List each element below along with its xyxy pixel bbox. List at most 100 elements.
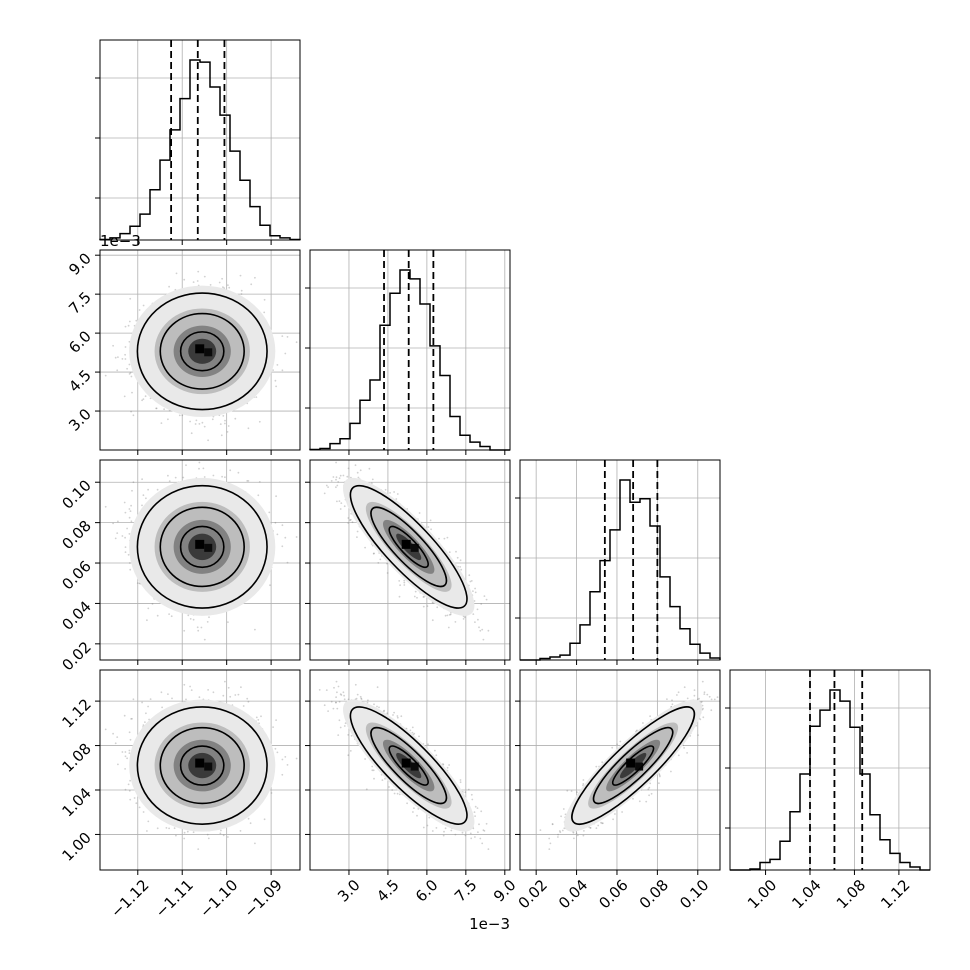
sample-point — [155, 407, 158, 410]
sample-point — [112, 344, 114, 347]
sample-point — [183, 278, 186, 281]
sample-point — [183, 629, 186, 632]
sample-point — [258, 481, 261, 483]
sample-point — [222, 286, 224, 288]
sample-point — [121, 535, 124, 537]
sample-point — [275, 385, 277, 388]
sample-point — [306, 294, 308, 296]
sample-point — [284, 352, 287, 355]
sample-point — [182, 476, 185, 479]
sample-point — [263, 311, 266, 314]
sample-point — [147, 607, 150, 610]
sample-point — [192, 281, 195, 283]
sample-point — [197, 629, 200, 632]
sample-point — [234, 417, 237, 420]
sample-point — [207, 439, 210, 442]
sample-point — [112, 522, 114, 525]
sample-point — [136, 582, 139, 584]
sample-point — [117, 520, 119, 523]
sample-point — [240, 289, 243, 292]
sample-point — [222, 415, 225, 417]
sample-point — [145, 497, 147, 500]
sample-point — [192, 618, 195, 621]
sample-point — [227, 621, 229, 623]
sample-point — [198, 461, 201, 464]
sample-point — [183, 458, 185, 460]
sample-point — [128, 373, 131, 375]
sample-point — [146, 619, 148, 622]
sample-point — [128, 533, 131, 535]
sample-point — [128, 508, 131, 510]
sample-point — [240, 293, 243, 295]
sample-point — [189, 457, 191, 459]
sample-point — [250, 283, 253, 286]
sample-point — [276, 533, 279, 536]
sample-point — [168, 613, 171, 615]
sample-point — [175, 272, 178, 275]
sample-point — [127, 553, 130, 556]
sample-point — [189, 420, 192, 423]
sample-point — [198, 423, 201, 425]
sample-point — [168, 285, 171, 288]
sample-point — [281, 335, 284, 337]
sample-point — [197, 270, 200, 273]
sample-point — [127, 324, 130, 327]
sample-point — [239, 274, 242, 277]
sample-point — [187, 425, 189, 427]
sample-point — [281, 545, 284, 548]
sample-point — [142, 494, 145, 497]
sample-point — [124, 536, 126, 539]
sample-point — [123, 501, 126, 504]
sample-point — [141, 399, 144, 402]
sample-point — [178, 414, 181, 417]
sample-point — [208, 616, 210, 619]
sample-point — [144, 395, 147, 398]
sample-point — [206, 621, 209, 623]
sample-point — [126, 527, 128, 530]
sample-point — [174, 476, 177, 479]
sample-point — [124, 346, 127, 348]
sample-point — [196, 280, 199, 282]
sample-point — [130, 504, 133, 507]
sample-point — [275, 495, 277, 498]
sample-point — [281, 524, 284, 527]
sample-point — [181, 414, 184, 417]
sample-point — [130, 410, 133, 413]
sample-point — [131, 391, 133, 394]
sample-point — [123, 395, 126, 398]
sample-point — [254, 276, 256, 279]
sample-point — [128, 320, 131, 323]
sample-point — [281, 369, 284, 372]
sample-point — [422, 596, 425, 598]
sample-point — [132, 414, 135, 417]
sample-point — [114, 356, 117, 359]
sample-point — [116, 369, 119, 372]
sample-point — [198, 467, 200, 470]
sample-point — [269, 584, 271, 587]
sample-point — [129, 297, 132, 300]
sample-point — [187, 614, 190, 617]
sample-point — [258, 420, 261, 423]
sample-point — [398, 595, 401, 598]
sample-point — [237, 471, 240, 474]
sample-point — [138, 309, 141, 311]
sample-point — [121, 358, 124, 360]
sample-point — [141, 478, 144, 481]
sample-point — [124, 353, 126, 356]
sample-point — [129, 568, 132, 571]
sample-point — [306, 588, 308, 590]
sample-point — [274, 521, 277, 524]
sample-point — [128, 363, 131, 366]
sample-point — [211, 418, 214, 421]
sample-point — [247, 480, 250, 482]
sample-point — [124, 511, 127, 514]
sample-point — [126, 367, 128, 370]
sample-point — [276, 364, 279, 366]
sample-point — [187, 451, 189, 453]
sample-point — [257, 494, 260, 497]
sample-point — [255, 396, 258, 398]
sample-point — [196, 626, 199, 629]
sample-point — [224, 422, 226, 425]
sample-point — [221, 277, 224, 280]
sample-point — [263, 298, 266, 301]
